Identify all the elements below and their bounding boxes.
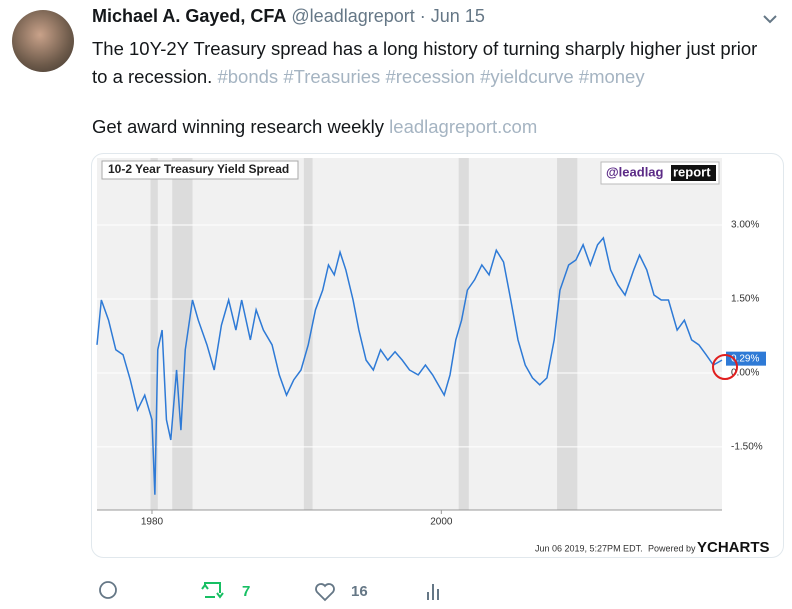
plot-area (97, 158, 722, 510)
separator: · (419, 6, 426, 26)
chart-title: 10-2 Year Treasury Yield Spread (108, 162, 289, 176)
highlight-circle (712, 354, 738, 380)
tweet-header: Michael A. Gayed, CFA @leadlagreport · J… (92, 6, 485, 27)
analytics-icon[interactable] (427, 584, 439, 600)
x-tick-label: 2000 (430, 517, 453, 528)
handle[interactable]: @leadlagreport (291, 6, 415, 26)
avatar[interactable] (12, 10, 74, 72)
last-value-label: 0.29% (731, 353, 759, 364)
recession-band (458, 158, 469, 510)
recession-band (172, 158, 193, 510)
like-icon[interactable] (315, 583, 335, 602)
timestamp: Jun 06 2019, 5:27PM EDT. (535, 543, 643, 553)
y-tick-label: 0.00% (731, 368, 759, 379)
y-tick-label: 3.00% (731, 220, 759, 231)
series-line (96, 236, 723, 495)
hashtag[interactable]: #bonds (217, 66, 279, 87)
tweet-text-2: Get award winning research weekly leadla… (92, 116, 537, 138)
recession-band (303, 158, 313, 510)
text: Get award winning research weekly (92, 116, 385, 137)
recession-band (150, 158, 158, 510)
tweet-text: The 10Y-2Y Treasury spread has a long hi… (92, 35, 772, 91)
like-count: 16 (351, 583, 368, 600)
powered-by: Powered by (648, 543, 696, 553)
retweet-icon[interactable] (201, 582, 224, 599)
x-tick-label: 1980 (141, 517, 164, 528)
retweet-count: 7 (242, 583, 251, 600)
hashtag[interactable]: #money (578, 66, 645, 87)
reply-icon[interactable] (99, 581, 117, 599)
text: The 10Y-2Y Treasury spread has a long hi… (92, 38, 758, 87)
link[interactable]: leadlagreport.com (389, 116, 538, 137)
y-tick-label: -1.50% (731, 442, 763, 453)
hashtag[interactable]: #yieldcurve (480, 66, 574, 87)
hashtag[interactable]: #Treasuries (283, 66, 381, 87)
logo-mark (671, 165, 716, 181)
author[interactable]: Michael A. Gayed, CFA (92, 6, 287, 26)
y-tick-label: 1.50% (731, 294, 759, 305)
recession-band (557, 158, 578, 510)
logo: @leadlag (606, 164, 664, 179)
hashtag[interactable]: #recession (385, 66, 475, 87)
logo: report (673, 164, 711, 179)
date[interactable]: Jun 15 (430, 6, 485, 26)
title-box (101, 160, 299, 180)
brand: YCHARTS (697, 539, 770, 556)
menu-chevron[interactable] (763, 15, 777, 24)
